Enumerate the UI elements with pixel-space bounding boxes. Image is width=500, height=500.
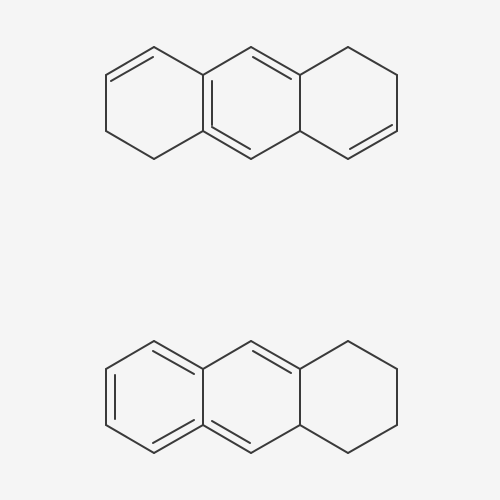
- bond: [152, 350, 195, 375]
- bond: [250, 424, 301, 454]
- bond: [250, 130, 301, 160]
- bond: [153, 46, 204, 76]
- bond: [299, 424, 349, 454]
- bond: [347, 340, 398, 370]
- bond: [202, 130, 252, 160]
- bond: [299, 46, 349, 76]
- bond: [299, 130, 349, 160]
- bond: [250, 46, 301, 76]
- bond: [347, 130, 398, 160]
- bond: [347, 46, 398, 76]
- structure-2: [105, 340, 398, 454]
- bond: [349, 124, 393, 150]
- bond: [110, 56, 154, 82]
- structure-1: [105, 46, 398, 160]
- bond: [202, 46, 252, 76]
- bond: [152, 419, 195, 444]
- bond: [153, 130, 204, 160]
- bond: [250, 340, 301, 370]
- bond: [105, 130, 155, 160]
- bond: [252, 56, 292, 80]
- bond: [105, 340, 155, 370]
- bond: [153, 424, 204, 454]
- bond: [211, 126, 251, 150]
- bond: [105, 424, 155, 454]
- bond: [347, 424, 398, 454]
- bond: [202, 340, 252, 370]
- bond: [105, 46, 155, 76]
- bond: [299, 340, 349, 370]
- bond: [252, 350, 292, 374]
- bond: [211, 420, 251, 444]
- bond: [202, 424, 252, 454]
- bond: [153, 340, 204, 370]
